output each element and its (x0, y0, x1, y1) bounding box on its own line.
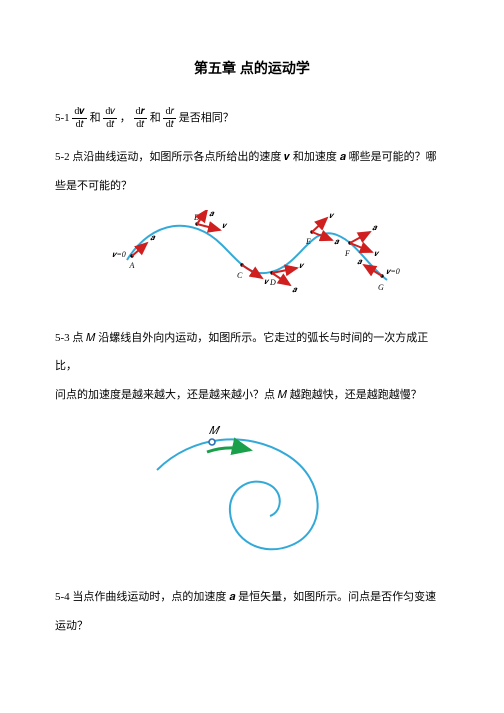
label-G: G (378, 283, 384, 292)
figure-5-3: 𝑀 (55, 420, 449, 572)
frac-den: d𝑡 (103, 119, 117, 130)
label-v-D: 𝒗 (299, 261, 305, 270)
figure-5-2: A 𝒗=0 𝒂 B 𝒗 𝒂 C 𝒗 D 𝒗 𝒂 E 𝒗 𝒂 F 𝒂 (55, 210, 449, 312)
frac-drbold-dt: d𝒓 d𝑡 (134, 107, 147, 130)
label-v-E: 𝒗 (329, 211, 335, 220)
frac-den: d𝑡 (72, 119, 86, 130)
frac-num: d𝒓 (134, 107, 147, 119)
question-5-4: 5-4 当点作曲线运动时，点的加速度 𝒂 是恒矢量，如图所示。问点是否作匀变速 … (55, 583, 449, 640)
label-a-E: 𝒂 (334, 237, 340, 246)
label-a-D: 𝒂 (292, 285, 298, 294)
q51-suffix: 是否相同？ (179, 112, 234, 124)
question-5-1: 5-1 d𝒗 d𝑡 和 d𝑣 d𝑡 ， d𝒓 d𝑡 和 d𝑟 d𝑡 是否相同？ (55, 104, 449, 133)
q51-mid2: 和 (150, 112, 164, 124)
velocity-arrow (207, 447, 250, 451)
label-v0-A: 𝒗=0 (112, 250, 126, 259)
q51-mid1: 和 (90, 112, 104, 124)
q52-line1: 5-2 点沿曲线运动，如图所示各点所给出的速度 𝒗 和加速度 𝒂 哪些是可能的？… (55, 143, 449, 172)
frac-num: d𝒗 (72, 107, 86, 119)
frac-den: d𝑡 (163, 119, 176, 130)
label-F: F (344, 249, 350, 258)
label-v0-G: 𝒗=0 (386, 267, 400, 276)
label-a-F: 𝒂 (372, 223, 378, 232)
label-M: 𝑀 (209, 425, 221, 437)
frac-den: d𝑡 (134, 119, 147, 130)
q53-line1: 5-3 点 𝑀 沿螺线自外向内运动，如图所示。它走过的弧长与时间的一次方成正比， (55, 324, 449, 381)
q51-comma: ， (120, 112, 131, 124)
label-a-G: 𝒂 (357, 257, 363, 266)
frac-dr-dt: d𝑟 d𝑡 (163, 107, 176, 130)
label-v-F: 𝒗 (374, 249, 380, 258)
q53-line2: 问点的加速度是越来越大，还是越来越小？点 𝑀 越跑越快，还是越跑越慢？ (55, 381, 449, 410)
label-a-A: 𝒂 (150, 233, 156, 242)
label-A: A (129, 261, 135, 270)
point-M (209, 439, 215, 445)
label-D: D (269, 278, 276, 287)
question-5-3: 5-3 点 𝑀 沿螺线自外向内运动，如图所示。它走过的弧长与时间的一次方成正比，… (55, 324, 449, 410)
frac-dv-dt: d𝑣 d𝑡 (103, 107, 117, 130)
label-C: C (237, 271, 243, 280)
frac-num: d𝑣 (103, 107, 117, 119)
spiral-path (157, 439, 318, 549)
chapter-title: 第五章 点的运动学 (55, 50, 449, 86)
q54-line2: 运动？ (55, 612, 449, 641)
question-5-2: 5-2 点沿曲线运动，如图所示各点所给出的速度 𝒗 和加速度 𝒂 哪些是可能的？… (55, 143, 449, 200)
frac-dvbold-dt: d𝒗 d𝑡 (72, 107, 86, 130)
label-v-B: 𝒗 (222, 221, 228, 230)
q54-line1: 5-4 当点作曲线运动时，点的加速度 𝒂 是恒矢量，如图所示。问点是否作匀变速 (55, 583, 449, 612)
label-a-B: 𝒂 (209, 210, 215, 218)
q52-line2: 些是不可能的？ (55, 172, 449, 201)
q51-prefix: 5-1 (55, 112, 72, 124)
label-E: E (305, 237, 311, 246)
frac-num: d𝑟 (163, 107, 176, 119)
